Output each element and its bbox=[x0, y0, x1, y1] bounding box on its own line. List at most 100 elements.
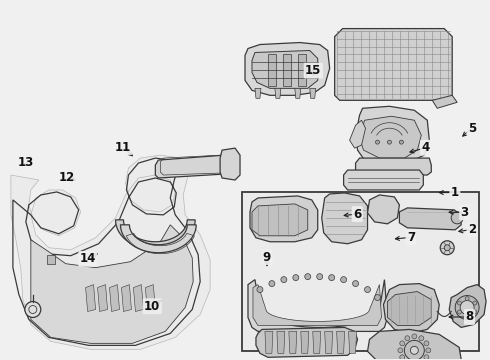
Polygon shape bbox=[268, 54, 276, 86]
Bar bbox=[242, 192, 479, 351]
Polygon shape bbox=[289, 332, 297, 353]
Circle shape bbox=[341, 276, 346, 283]
Circle shape bbox=[329, 275, 335, 280]
Circle shape bbox=[388, 140, 392, 144]
Polygon shape bbox=[133, 285, 144, 311]
Circle shape bbox=[269, 280, 275, 287]
Circle shape bbox=[365, 287, 370, 293]
Circle shape bbox=[400, 341, 405, 346]
Polygon shape bbox=[295, 88, 301, 98]
Polygon shape bbox=[301, 332, 309, 353]
Circle shape bbox=[465, 315, 469, 319]
Circle shape bbox=[426, 348, 431, 353]
Polygon shape bbox=[348, 332, 357, 353]
Polygon shape bbox=[384, 284, 439, 333]
Polygon shape bbox=[146, 285, 155, 311]
Circle shape bbox=[424, 341, 429, 346]
Text: 5: 5 bbox=[468, 122, 476, 135]
Circle shape bbox=[399, 140, 403, 144]
Circle shape bbox=[473, 301, 477, 305]
Circle shape bbox=[405, 336, 410, 341]
Circle shape bbox=[374, 294, 380, 301]
Polygon shape bbox=[11, 155, 210, 349]
Circle shape bbox=[412, 334, 417, 339]
Text: 4: 4 bbox=[421, 141, 430, 154]
Circle shape bbox=[375, 140, 379, 144]
Polygon shape bbox=[245, 42, 330, 95]
Polygon shape bbox=[122, 285, 131, 311]
Polygon shape bbox=[248, 280, 388, 332]
Polygon shape bbox=[356, 106, 429, 165]
Polygon shape bbox=[98, 285, 107, 311]
Circle shape bbox=[257, 287, 263, 293]
Polygon shape bbox=[432, 95, 457, 108]
Polygon shape bbox=[86, 285, 96, 311]
Text: 10: 10 bbox=[144, 300, 160, 313]
Polygon shape bbox=[368, 195, 399, 224]
Polygon shape bbox=[343, 170, 423, 190]
Polygon shape bbox=[337, 332, 344, 353]
Circle shape bbox=[465, 297, 469, 301]
Circle shape bbox=[455, 296, 479, 319]
Polygon shape bbox=[360, 116, 421, 158]
Polygon shape bbox=[252, 50, 318, 88]
Polygon shape bbox=[325, 332, 333, 353]
Circle shape bbox=[473, 310, 477, 314]
Polygon shape bbox=[265, 332, 273, 353]
Text: 8: 8 bbox=[466, 310, 474, 324]
Text: 14: 14 bbox=[80, 252, 96, 265]
Polygon shape bbox=[388, 292, 431, 325]
Circle shape bbox=[398, 348, 403, 353]
Circle shape bbox=[305, 274, 311, 280]
Circle shape bbox=[419, 336, 424, 341]
Circle shape bbox=[460, 301, 474, 315]
Polygon shape bbox=[47, 255, 55, 264]
Circle shape bbox=[457, 301, 462, 305]
Circle shape bbox=[400, 355, 405, 360]
Circle shape bbox=[25, 302, 41, 318]
Circle shape bbox=[451, 212, 463, 224]
Polygon shape bbox=[220, 148, 240, 180]
Polygon shape bbox=[356, 158, 431, 175]
Polygon shape bbox=[349, 120, 366, 148]
Text: 7: 7 bbox=[407, 231, 415, 244]
Polygon shape bbox=[255, 88, 261, 98]
Polygon shape bbox=[368, 329, 461, 360]
Polygon shape bbox=[275, 88, 281, 98]
Circle shape bbox=[293, 275, 299, 280]
Circle shape bbox=[440, 241, 454, 255]
Polygon shape bbox=[252, 204, 308, 236]
Polygon shape bbox=[298, 54, 306, 86]
Text: 9: 9 bbox=[263, 251, 271, 264]
Circle shape bbox=[404, 340, 424, 360]
Text: 3: 3 bbox=[461, 206, 469, 219]
Polygon shape bbox=[313, 332, 321, 353]
Text: 1: 1 bbox=[451, 186, 459, 199]
Polygon shape bbox=[121, 225, 196, 253]
Polygon shape bbox=[277, 332, 285, 353]
Circle shape bbox=[317, 274, 323, 280]
Polygon shape bbox=[256, 328, 358, 357]
Text: 13: 13 bbox=[17, 156, 33, 168]
Circle shape bbox=[457, 310, 462, 314]
Polygon shape bbox=[110, 285, 120, 311]
Text: 11: 11 bbox=[115, 140, 131, 153]
Polygon shape bbox=[283, 54, 291, 86]
Polygon shape bbox=[449, 285, 486, 328]
Circle shape bbox=[444, 245, 450, 251]
Circle shape bbox=[410, 346, 418, 354]
Polygon shape bbox=[31, 225, 193, 343]
Polygon shape bbox=[335, 28, 452, 100]
Polygon shape bbox=[155, 155, 228, 178]
Text: 6: 6 bbox=[353, 208, 362, 221]
Polygon shape bbox=[116, 220, 195, 250]
Circle shape bbox=[353, 280, 359, 287]
Text: 2: 2 bbox=[468, 223, 476, 236]
Polygon shape bbox=[310, 88, 316, 98]
Polygon shape bbox=[399, 208, 461, 230]
Text: 12: 12 bbox=[59, 171, 75, 184]
Text: 15: 15 bbox=[305, 64, 321, 77]
Polygon shape bbox=[253, 285, 382, 325]
Polygon shape bbox=[250, 196, 318, 242]
Circle shape bbox=[424, 355, 429, 360]
